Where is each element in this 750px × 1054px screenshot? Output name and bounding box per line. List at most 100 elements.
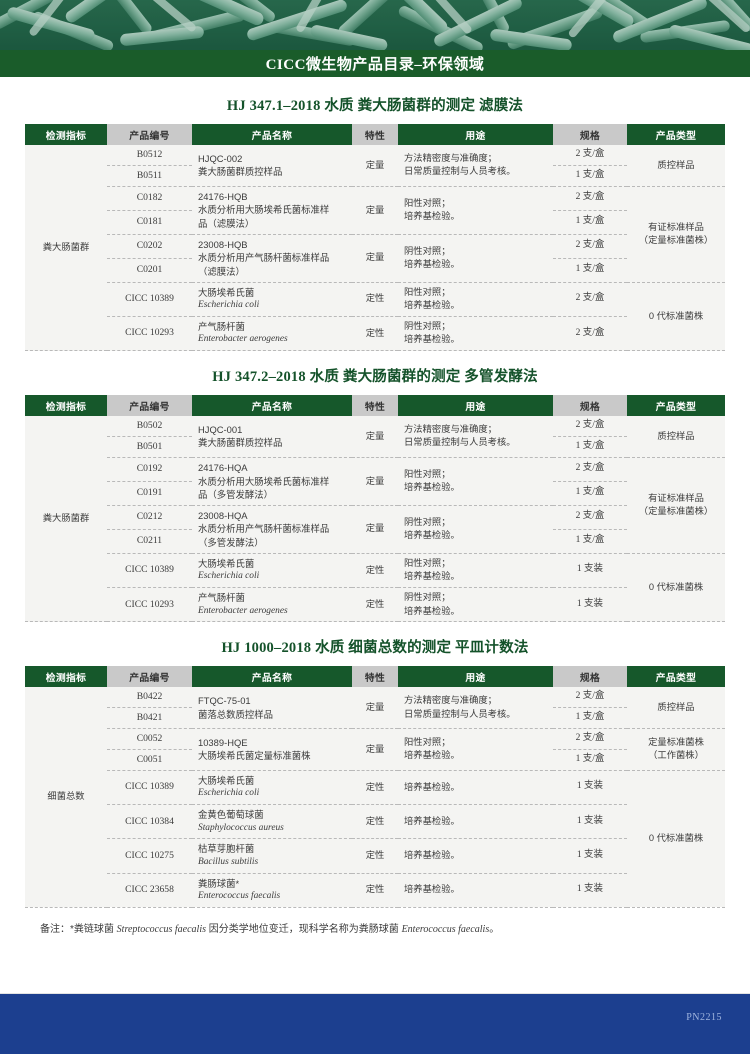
product-type-cell: 0 代标准菌株 xyxy=(627,282,725,352)
property-cell: 定量 xyxy=(352,457,398,506)
property-cell: 定性 xyxy=(352,804,398,840)
product-name-text: HJQC-001 粪大肠菌群质控样品 xyxy=(198,423,283,449)
product-name-cell: HJQC-001 粪大肠菌群质控样品 xyxy=(192,416,352,458)
product-code-cell: C0051 xyxy=(107,749,192,771)
column-header-3: 产品名称 xyxy=(192,666,352,688)
page-code: PN2215 xyxy=(686,1012,722,1023)
product-name-cell: 枯草芽胞杆菌 Bacillus subtilis xyxy=(192,838,352,874)
table-row: 细菌总数 B0422 FTQC-75-01 菌落总数质控样品 定量 方法精密度与准确度；… xyxy=(25,687,725,908)
usage-cell: 阴性对照； 培养基检验。 xyxy=(398,587,553,623)
product-name-cell: 粪肠球菌* Enterococcus faecalis xyxy=(192,873,352,908)
product-code-cell: B0421 xyxy=(107,707,192,729)
product-code-cell: C0192 xyxy=(107,457,192,482)
product-table: 检测指标 产品编号 产品名称 特性 用途 规格 产品类型 粪大肠菌群 B0502 HJQC-001… xyxy=(25,395,725,623)
section-title: HJ 1000–2018 水质 细菌总数的测定 平皿计数法 xyxy=(221,640,529,657)
product-name-text: 产气肠杆菌 xyxy=(198,320,245,332)
spec-cell: 1 支/盒 xyxy=(553,258,627,283)
product-name-cell: 23008-HQA 水质分析用产气肠杆菌标准样品 （多管发酵法） xyxy=(192,505,352,554)
table-row: C0192 24176-HQA 水质分析用大肠埃希氏菌标准样 品（多管发酵法） 定量… xyxy=(25,457,725,554)
column-header-6: 规格 xyxy=(553,124,627,145)
product-type-cell: 有证标准样品 （定量标准菌株） xyxy=(627,186,725,283)
spec-cell: 1 支装 xyxy=(553,873,627,908)
spec-cell: 1 支/盒 xyxy=(553,210,627,235)
banner-title-bar: CICC微生物产品目录–环保领域 xyxy=(0,50,750,77)
product-code-cell: B0502 xyxy=(107,416,192,437)
property-cell: 定量 xyxy=(352,505,398,554)
product-table: 检测指标 产品编号 产品名称 特性 用途 规格 产品类型 细菌总数 B0422 FTQC-75-0… xyxy=(25,666,725,908)
page-footer: PN2215 xyxy=(0,994,750,1054)
usage-cell: 方法精密度与准确度； 日常质量控制与人员考核。 xyxy=(398,687,553,729)
spec-cell: 2 支/盒 xyxy=(553,282,627,317)
usage-cell: 培养基检验。 xyxy=(398,838,553,874)
product-code-cell: B0512 xyxy=(107,145,192,166)
product-type-cell: 0 代标准菌株 xyxy=(627,553,725,623)
footnote-new-species: Enterococcus faecalis xyxy=(401,923,490,935)
footnote: 备注：*粪链球菌 Streptococcus faecalis 因分类学地位变迁… xyxy=(0,908,750,935)
product-name-text: 产气肠杆菌 xyxy=(198,591,245,603)
product-latin-name: Enterobacter aerogenes xyxy=(198,334,288,345)
column-header-4: 特性 xyxy=(352,666,398,688)
property-cell: 定量 xyxy=(352,416,398,458)
usage-cell: 阳性对照； 培养基检验。 xyxy=(398,457,553,506)
column-header-2: 产品编号 xyxy=(107,124,192,145)
column-header-4: 特性 xyxy=(352,124,398,145)
product-code-cell: B0501 xyxy=(107,436,192,458)
product-name-text: 23008-HQA 水质分析用产气肠杆菌标准样品 （多管发酵法） xyxy=(198,509,330,548)
product-type-cell: 0 代标准菌株 xyxy=(627,770,725,908)
table-row: CICC 10389 大肠埃希氏菌 Escherichia coli 定性 阳性对照； … xyxy=(25,553,725,623)
usage-cell: 方法精密度与准确度； 日常质量控制与人员考核。 xyxy=(398,145,553,187)
table-row: C0181 1 支/盒 xyxy=(25,210,725,235)
property-cell: 定量 xyxy=(352,728,398,771)
product-name-cell: 金黄色葡萄球菌 Staphylococcus aureus xyxy=(192,804,352,840)
property-cell: 定性 xyxy=(352,553,398,588)
table-row: B0511 1 支/盒 xyxy=(25,165,725,187)
table-row: C0202 23008-HQB 水质分析用产气肠杆菌标准样品 （滤膜法） 定量 阴性对… xyxy=(25,234,725,283)
usage-cell: 培养基检验。 xyxy=(398,873,553,908)
usage-cell: 阳性对照； 培养基检验。 xyxy=(398,186,553,235)
product-name-cell: 产气肠杆菌 Enterobacter aerogenes xyxy=(192,316,352,352)
product-name-text: 大肠埃希氏菌 xyxy=(198,774,255,786)
spec-cell: 2 支/盒 xyxy=(553,416,627,437)
table-row: CICC 10389 大肠埃希氏菌 Escherichia coli 定性 阳性对照； … xyxy=(25,282,725,352)
product-type-cell: 定量标准菌株 （工作菌株） xyxy=(627,728,725,771)
usage-cell: 阴性对照； 培养基检验。 xyxy=(398,316,553,352)
spec-cell: 1 支装 xyxy=(553,838,627,874)
spec-cell: 1 支/盒 xyxy=(553,436,627,458)
product-code-cell: CICC 10275 xyxy=(107,838,192,874)
product-code-cell: C0212 xyxy=(107,505,192,530)
property-cell: 定性 xyxy=(352,316,398,352)
section-title: HJ 347.2–2018 水质 粪大肠菌群的测定 多管发酵法 xyxy=(212,369,538,386)
usage-cell: 阳性对照； 培养基检验。 xyxy=(398,553,553,588)
spec-cell: 2 支/盒 xyxy=(553,186,627,211)
product-name-cell: 大肠埃希氏菌 Escherichia coli xyxy=(192,553,352,588)
product-name-cell: 24176-HQA 水质分析用大肠埃希氏菌标准样 品（多管发酵法） xyxy=(192,457,352,506)
spec-cell: 2 支/盒 xyxy=(553,145,627,166)
product-name-cell: 23008-HQB 水质分析用产气肠杆菌标准样品 （滤膜法） xyxy=(192,234,352,283)
product-code-cell: C0202 xyxy=(107,234,192,259)
column-header-7: 产品类型 xyxy=(627,395,725,417)
product-latin-name: Bacillus subtilis xyxy=(198,856,259,867)
column-header-6: 规格 xyxy=(553,666,627,688)
footnote-suffix: 。 xyxy=(489,923,500,935)
product-code-cell: C0191 xyxy=(107,481,192,506)
product-code-cell: CICC 10293 xyxy=(107,587,192,623)
usage-cell: 阴性对照； 培养基检验。 xyxy=(398,505,553,554)
product-name-cell: 24176-HQB 水质分析用大肠埃希氏菌标准样 品（滤膜法） xyxy=(192,186,352,235)
product-name-cell: FTQC-75-01 菌落总数质控样品 xyxy=(192,687,352,729)
footnote-prefix: 备注：*粪链球菌 xyxy=(40,923,117,935)
product-name-cell: 产气肠杆菌 Enterobacter aerogenes xyxy=(192,587,352,623)
product-latin-name: Enterobacter aerogenes xyxy=(198,605,288,616)
table-row: C0191 1 支/盒 xyxy=(25,481,725,506)
column-header-7: 产品类型 xyxy=(627,666,725,688)
table-header-row: 检测指标 产品编号 产品名称 特性 用途 规格 产品类型 xyxy=(25,395,725,417)
table-row: CICC 10293 产气肠杆菌 Enterobacter aerogenes 定性阴… xyxy=(25,587,725,623)
table-row: CICC 23658 粪肠球菌* Enterococcus faecalis 定性 培养… xyxy=(25,873,725,908)
column-header-2: 产品编号 xyxy=(107,395,192,417)
product-code-cell: CICC 10389 xyxy=(107,282,192,317)
property-cell: 定量 xyxy=(352,687,398,729)
table-row: CICC 10293 产气肠杆菌 Enterobacter aerogenes 定性阴… xyxy=(25,316,725,352)
property-cell: 定性 xyxy=(352,587,398,623)
spec-cell: 1 支/盒 xyxy=(553,529,627,554)
product-name-text: 24176-HQA 水质分析用大肠埃希氏菌标准样 品（多管发酵法） xyxy=(198,461,330,501)
product-code-cell: C0052 xyxy=(107,728,192,750)
